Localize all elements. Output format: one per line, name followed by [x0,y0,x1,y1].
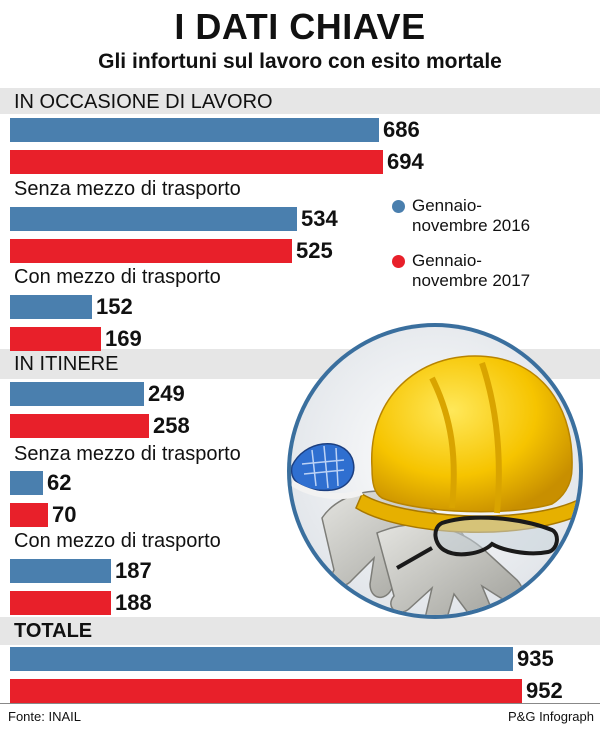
bar-value-label: 62 [47,470,72,495]
bar-2016 [10,118,379,142]
bar-value-label: 952 [526,678,563,703]
page-subtitle: Gli infortuni sul lavoro con esito morta… [98,50,502,73]
safety-equipment-icon [287,323,583,619]
legend-entry-2017: Gennaio- novembre 2017 [412,251,530,291]
legend-dot-2017 [392,255,405,268]
bar-value-label: 258 [153,413,190,438]
legend-label-line2: novembre 2016 [412,216,531,235]
bar-2017 [10,414,149,438]
bar-2017 [10,503,48,527]
legend-entry-2016: Gennaio- novembre 2016 [412,196,530,236]
legend-label-line1: Gennaio- [412,196,482,215]
bar-2016 [10,559,111,583]
source-note: Fonte: INAIL [8,709,81,724]
bar-2017 [10,591,111,615]
bar-2016 [10,647,513,671]
bar-value-label: 534 [301,206,338,231]
page-title: I DATI CHIAVE [174,6,426,47]
bar-value-label: 152 [96,294,133,319]
credit-note: P&G Infograph [508,709,594,724]
bar-value-label: 249 [148,381,185,406]
bar-2017 [10,239,292,263]
group-label: TOTALE [14,620,93,642]
bar-value-label: 169 [105,326,142,351]
bar-value-label: 694 [387,149,424,174]
bar-2016 [10,207,297,231]
bar-2016 [10,382,144,406]
bar-2017 [10,679,522,703]
bar-value-label: 70 [52,502,77,527]
group-label: Senza mezzo di trasporto [14,443,241,465]
legend-dot-2016 [392,200,405,213]
group-label: Con mezzo di trasporto [14,530,221,552]
footer-divider [0,703,600,704]
legend-label-line2: novembre 2017 [412,271,531,290]
bar-value-label: 686 [383,117,420,142]
bar-value-label: 935 [517,646,554,671]
bar-2017 [10,327,101,351]
legend-label-line1: Gennaio- [412,251,482,270]
group-label: IN OCCASIONE DI LAVORO [14,91,273,113]
group-label: Senza mezzo di trasporto [14,178,241,200]
bar-value-label: 187 [115,558,152,583]
section-band-lavoro [0,88,600,114]
section-band-totale [0,617,600,645]
bar-value-label: 188 [115,590,152,615]
bar-2016 [10,295,92,319]
bar-2016 [10,471,43,495]
bar-value-label: 525 [296,238,333,263]
group-label: Con mezzo di trasporto [14,266,221,288]
bar-2017 [10,150,383,174]
group-label: IN ITINERE [14,353,119,375]
